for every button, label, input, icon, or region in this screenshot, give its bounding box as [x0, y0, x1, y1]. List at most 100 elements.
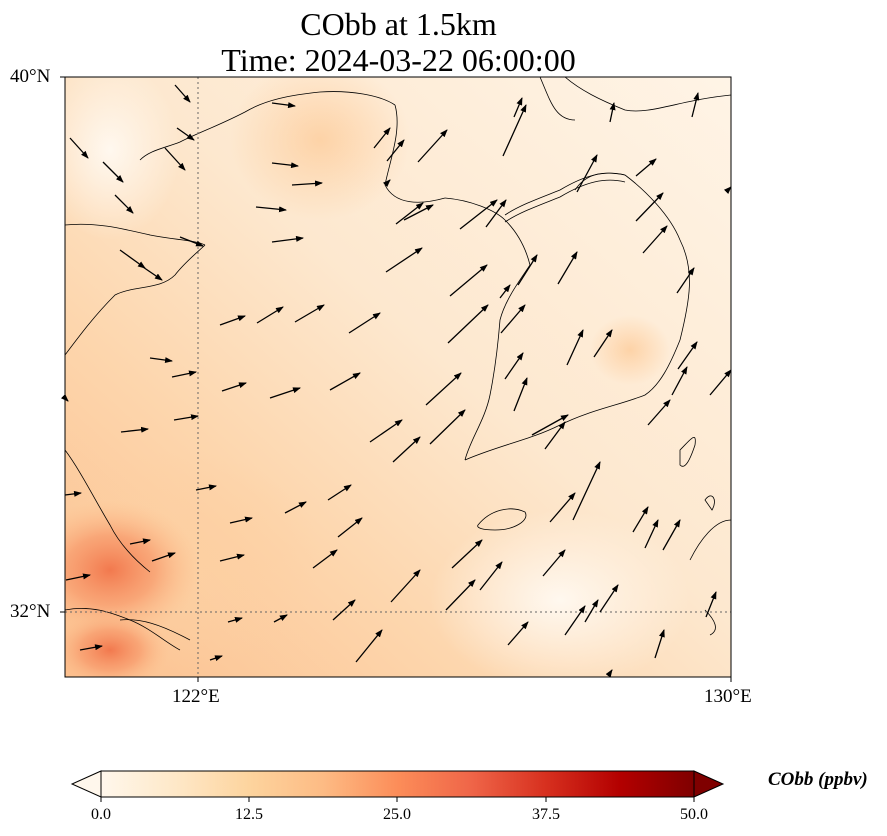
wind-vector	[459, 199, 498, 230]
colorbar-label: CObb (ppbv)	[768, 769, 868, 790]
wind-vector	[451, 539, 483, 569]
wind-vector	[566, 329, 584, 366]
wind-vector	[677, 341, 698, 370]
wind-vector	[644, 519, 659, 549]
wind-vector	[531, 414, 569, 436]
wind-vector	[120, 426, 149, 433]
wind-vector	[502, 104, 527, 157]
wind-vector	[149, 357, 173, 364]
wind-vector	[312, 549, 338, 569]
wind-vector	[642, 225, 668, 254]
colorbar-tick-0: 0.0	[91, 806, 111, 823]
wind-vector	[373, 127, 391, 149]
wind-vector	[385, 247, 423, 273]
colorbar-tick-37.5: 37.5	[532, 806, 560, 823]
wind-vector	[632, 506, 649, 533]
wind-vector	[129, 538, 151, 545]
wind-vector	[709, 369, 732, 396]
wind-vector	[79, 644, 103, 651]
wind-vector	[671, 366, 688, 396]
wind-vector	[635, 192, 664, 222]
gridlines	[65, 77, 731, 677]
wind-vector	[102, 161, 124, 183]
wind-vector	[605, 669, 613, 678]
wind-vector	[164, 147, 186, 171]
wind-vector	[507, 621, 529, 646]
wind-vector	[219, 315, 246, 326]
wind-vector	[513, 97, 523, 118]
map-frame	[64, 76, 732, 678]
wind-vector	[221, 382, 247, 392]
wind-vector	[429, 409, 466, 445]
wind-vector	[417, 129, 448, 163]
wind-vector	[386, 139, 405, 162]
wind-vector	[64, 490, 82, 497]
wind-vector	[269, 387, 301, 399]
colorbar-extend-low	[70, 770, 102, 798]
wind-vector	[174, 84, 191, 103]
wind-vector	[445, 579, 476, 611]
wind-vector	[576, 154, 598, 193]
wind-vector	[517, 254, 538, 286]
wind-vector	[390, 569, 421, 603]
wind-vector	[271, 235, 304, 243]
wind-vector	[662, 519, 681, 551]
wind-vector	[256, 306, 284, 324]
wind-vector	[209, 655, 223, 662]
wind-vector	[447, 304, 489, 344]
wind-vector	[500, 304, 526, 334]
wind-vector	[647, 399, 671, 426]
wind-vector	[395, 202, 424, 225]
wind-vector	[327, 484, 352, 501]
wind-vector	[572, 461, 601, 521]
wind-vector	[584, 599, 599, 623]
wind-vector	[557, 251, 578, 285]
wind-vector	[294, 304, 325, 323]
wind-vector	[425, 372, 462, 406]
wind-vector	[654, 629, 665, 659]
wind-vector	[114, 194, 134, 214]
wind-vector	[179, 236, 204, 247]
wind-vector	[599, 584, 619, 613]
wind-vector	[65, 573, 91, 581]
colorbar	[70, 770, 725, 802]
wind-vector	[705, 591, 717, 618]
wind-vector	[271, 162, 299, 169]
wind-vector	[69, 137, 89, 159]
wind-vector	[403, 204, 434, 221]
wind-vector	[139, 264, 163, 281]
wind-vector	[271, 102, 296, 109]
wind-vector	[392, 436, 421, 463]
wind-vector	[255, 206, 287, 213]
wind-vector	[273, 614, 288, 623]
wind-vector	[173, 414, 199, 421]
wind-vector	[635, 158, 657, 177]
dmz-border	[504, 172, 626, 223]
lat-tick-40N: 40°N	[10, 66, 51, 87]
colorbar-extend-high	[693, 770, 725, 798]
wind-vector	[691, 92, 700, 118]
plot-title-line2: Time: 2024-03-22 06:00:00	[221, 42, 576, 78]
wind-vector	[337, 517, 363, 538]
wind-vector	[229, 516, 253, 524]
wind-vector	[369, 419, 403, 443]
wind-vector	[329, 372, 361, 391]
wind-vector	[504, 352, 524, 380]
colorbar-tick-50: 50.0	[680, 806, 708, 823]
wind-vector	[609, 102, 616, 123]
wind-vector	[564, 605, 586, 636]
plot-title-line1: CObb at 1.5km	[300, 6, 497, 42]
lon-tick-130E: 130°E	[704, 686, 752, 707]
wind-vector	[479, 561, 503, 591]
wind-vector	[227, 617, 243, 623]
coastlines	[65, 77, 731, 651]
lat-tick-32N: 32°N	[10, 601, 51, 622]
wind-vector	[171, 370, 197, 378]
wind-vector	[382, 179, 391, 188]
colorbar-tick-12.5: 12.5	[235, 806, 263, 823]
wind-vector	[449, 264, 488, 297]
wind-vectors	[60, 84, 732, 678]
wind-vector	[348, 312, 381, 334]
wind-vector	[499, 284, 511, 299]
